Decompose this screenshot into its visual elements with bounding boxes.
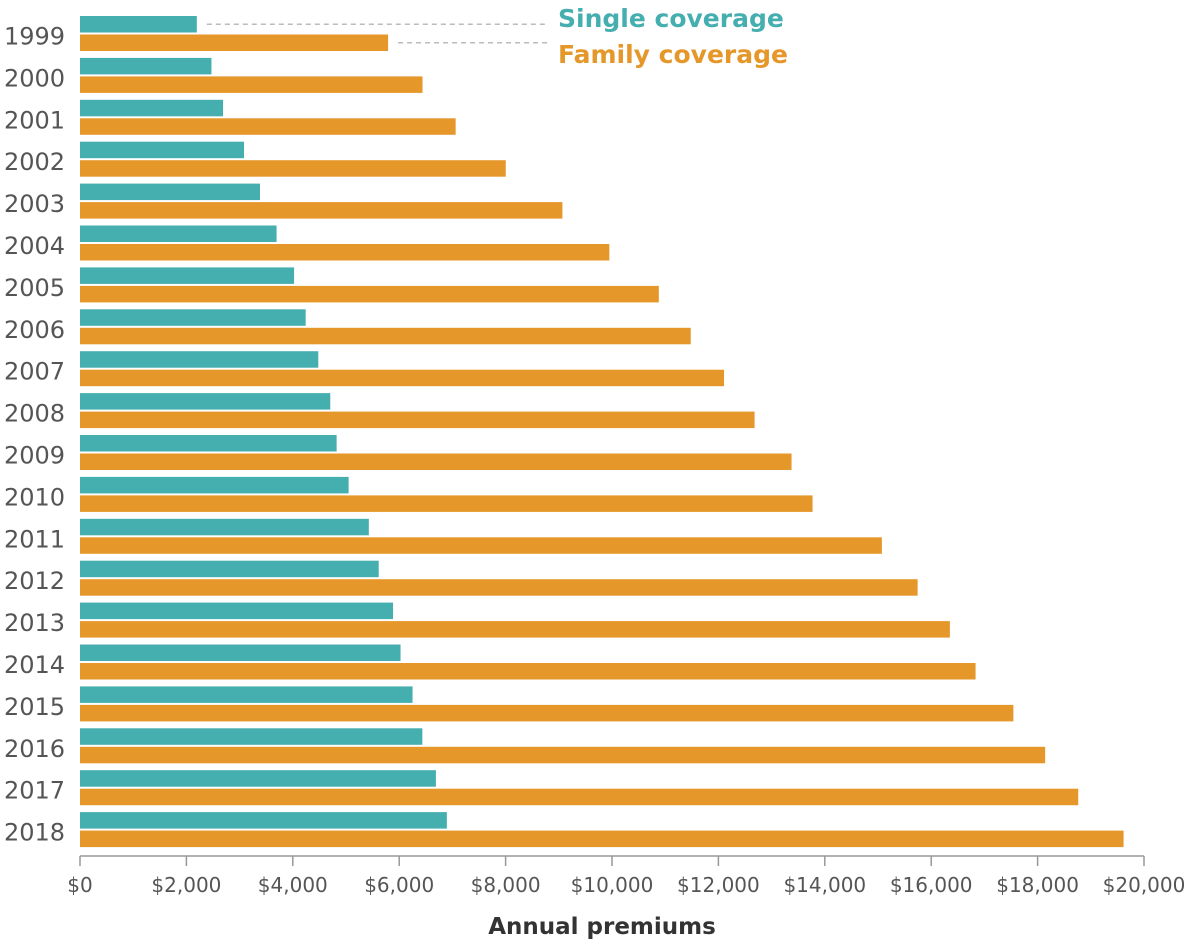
bar-single-2003 bbox=[80, 183, 260, 201]
bar-family-2017 bbox=[80, 788, 1079, 806]
bar-single-2013 bbox=[80, 602, 394, 620]
bar-family-2012 bbox=[80, 579, 918, 596]
x-tick-label: $12,000 bbox=[677, 873, 760, 897]
bar-single-2001 bbox=[80, 99, 224, 117]
x-tick-label: $18,000 bbox=[996, 873, 1079, 897]
bar-family-2015 bbox=[80, 704, 1014, 722]
year-labels-group: 1999 2000 2001 2002 2003 2004 2005 2006 2007 2008… bbox=[4, 23, 65, 847]
year-label-2002: 2002 bbox=[4, 148, 65, 176]
bar-family-2018 bbox=[80, 830, 1124, 848]
bar-family-2001 bbox=[80, 118, 456, 135]
bar-single-2006 bbox=[80, 309, 306, 326]
bar-single-2014 bbox=[80, 644, 401, 661]
bar-single-2002 bbox=[80, 141, 245, 159]
bar-family-2008 bbox=[80, 411, 755, 429]
bar-single-2010 bbox=[80, 476, 349, 494]
year-label-2014: 2014 bbox=[4, 651, 65, 679]
x-tick-label: $8,000 bbox=[471, 873, 541, 897]
x-tick-label: $2,000 bbox=[151, 873, 221, 897]
bar-family-2002 bbox=[80, 160, 506, 177]
x-axis-title: Annual premiums bbox=[488, 914, 716, 940]
bar-single-2008 bbox=[80, 393, 331, 410]
legend-single-coverage: Single coverage bbox=[558, 4, 784, 33]
bar-single-2007 bbox=[80, 351, 319, 368]
bar-single-2012 bbox=[80, 560, 379, 578]
year-label-2007: 2007 bbox=[4, 358, 65, 386]
bar-single-2005 bbox=[80, 267, 295, 284]
bar-single-2004 bbox=[80, 225, 277, 242]
bar-single-2017 bbox=[80, 770, 436, 787]
bar-family-2009 bbox=[80, 453, 792, 470]
bar-single-2011 bbox=[80, 518, 369, 536]
year-label-2005: 2005 bbox=[4, 274, 65, 302]
legend-family-coverage: Family coverage bbox=[558, 40, 788, 69]
legend: Single coverage Family coverage bbox=[558, 4, 788, 69]
bars-group bbox=[80, 16, 1124, 848]
x-tick-label: $10,000 bbox=[571, 873, 654, 897]
bar-single-2000 bbox=[80, 57, 212, 75]
year-label-2009: 2009 bbox=[4, 442, 65, 470]
bar-family-2006 bbox=[80, 327, 691, 345]
bar-single-1999 bbox=[80, 16, 197, 33]
bar-single-2018 bbox=[80, 812, 447, 829]
year-label-2017: 2017 bbox=[4, 777, 65, 805]
x-tick-label: $0 bbox=[67, 873, 92, 897]
bar-single-2009 bbox=[80, 435, 337, 452]
bar-family-1999 bbox=[80, 34, 389, 51]
bar-family-2007 bbox=[80, 369, 725, 387]
bar-family-2000 bbox=[80, 76, 423, 93]
year-label-1999: 1999 bbox=[4, 23, 65, 51]
year-label-2004: 2004 bbox=[4, 232, 65, 260]
bar-family-2014 bbox=[80, 663, 976, 680]
year-label-2001: 2001 bbox=[4, 106, 65, 134]
x-tick-label: $4,000 bbox=[258, 873, 328, 897]
year-label-2018: 2018 bbox=[4, 819, 65, 847]
year-label-2012: 2012 bbox=[4, 567, 65, 595]
year-label-2016: 2016 bbox=[4, 735, 65, 763]
bar-family-2011 bbox=[80, 537, 882, 554]
x-tick-label: $16,000 bbox=[890, 873, 973, 897]
bar-single-2016 bbox=[80, 728, 423, 745]
x-tick-label: $14,000 bbox=[783, 873, 866, 897]
x-tick-label: $6,000 bbox=[364, 873, 434, 897]
year-label-2006: 2006 bbox=[4, 316, 65, 344]
x-axis: $0 $2,000 $4,000 $6,000 $8,000 $10,000 $12,000… bbox=[67, 855, 1186, 897]
bar-family-2013 bbox=[80, 621, 950, 638]
year-label-2013: 2013 bbox=[4, 609, 65, 637]
year-label-2015: 2015 bbox=[4, 693, 65, 721]
bar-family-2003 bbox=[80, 202, 563, 219]
bar-family-2016 bbox=[80, 746, 1046, 764]
bar-family-2005 bbox=[80, 285, 659, 303]
bar-family-2010 bbox=[80, 495, 813, 512]
legend-leader-lines bbox=[206, 23, 548, 44]
year-label-2011: 2011 bbox=[4, 525, 65, 553]
year-label-2003: 2003 bbox=[4, 190, 65, 218]
year-label-2000: 2000 bbox=[4, 64, 65, 92]
x-tick-label: $20,000 bbox=[1103, 873, 1186, 897]
year-label-2008: 2008 bbox=[4, 400, 65, 428]
year-label-2010: 2010 bbox=[4, 483, 65, 511]
bar-single-2015 bbox=[80, 686, 413, 703]
bar-family-2004 bbox=[80, 244, 610, 261]
